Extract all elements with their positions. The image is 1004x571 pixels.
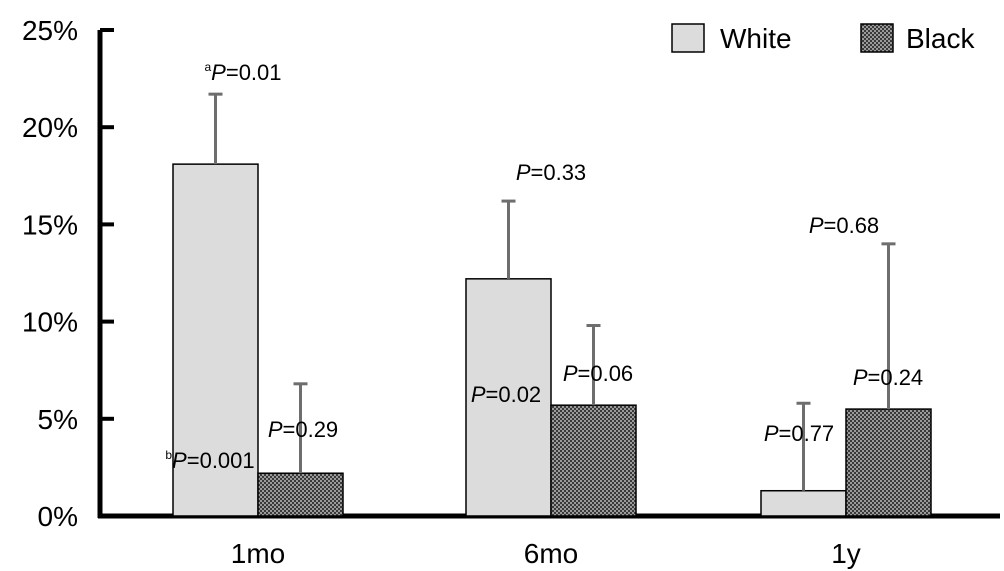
bar-white	[760, 489, 847, 517]
x-category-label: 6mo	[524, 538, 578, 569]
x-category-label: 1y	[831, 538, 861, 569]
p-value-label: aP=0.01	[204, 60, 281, 85]
p-value-label: P=0.29	[268, 417, 338, 442]
y-tick-label: 10%	[22, 307, 78, 338]
y-tick-label: 25%	[22, 15, 78, 46]
p-value-label: bP=0.001	[165, 448, 254, 473]
p-value-label: P=0.33	[516, 160, 586, 185]
bar-black	[845, 408, 932, 517]
y-tick-label: 0%	[38, 501, 78, 532]
legend-label-black: Black	[906, 23, 975, 54]
error-bars	[208, 92, 896, 491]
legend-swatch-white	[671, 23, 705, 53]
legend: White Black	[671, 23, 975, 54]
p-value-label: P=0.77	[764, 421, 834, 446]
bar-black	[550, 404, 637, 517]
bar-black	[257, 472, 344, 517]
bar-white	[465, 278, 552, 517]
y-tick-label: 20%	[22, 112, 78, 143]
p-value-annotations: aP=0.01 bP=0.001 P=0.29 P=0.33 P=0.02 P=0.06 P…	[165, 60, 923, 473]
x-category-label: 1mo	[231, 538, 285, 569]
legend-label-white: White	[720, 23, 792, 54]
p-value-label: P=0.06	[563, 361, 633, 386]
y-tick-label: 15%	[22, 209, 78, 240]
p-value-label: P=0.02	[471, 382, 541, 407]
p-value-label: P=0.24	[853, 365, 923, 390]
legend-swatch-black	[860, 23, 894, 53]
y-tick-label: 5%	[38, 404, 78, 435]
p-value-label: P=0.68	[809, 213, 879, 238]
